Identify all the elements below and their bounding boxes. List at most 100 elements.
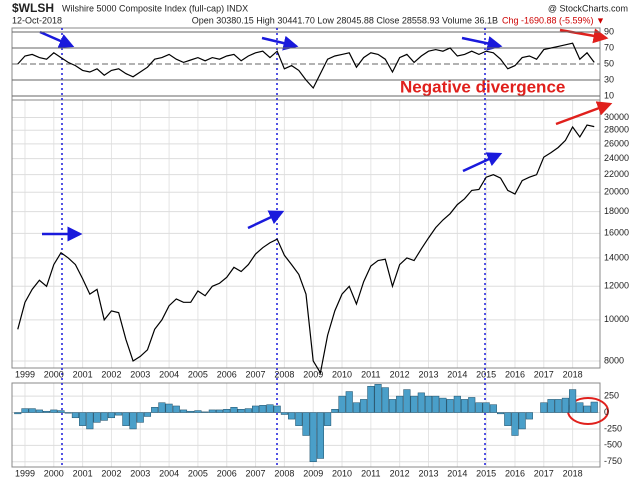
bar bbox=[324, 412, 332, 426]
bar bbox=[547, 399, 555, 413]
bar bbox=[215, 409, 224, 413]
x-tick-label: 2011 bbox=[361, 468, 380, 478]
bar bbox=[295, 412, 303, 426]
y-tick-label: 250 bbox=[604, 391, 619, 401]
bar bbox=[345, 391, 353, 413]
bar bbox=[583, 405, 591, 413]
bar bbox=[136, 412, 144, 423]
bar bbox=[43, 410, 51, 413]
x-tick-label: 2002 bbox=[101, 369, 121, 379]
x-tick-label: 2016 bbox=[505, 369, 525, 379]
price-panel bbox=[11, 99, 601, 369]
bar bbox=[187, 410, 195, 413]
y-tick-label: 12000 bbox=[604, 281, 629, 291]
bar bbox=[223, 409, 231, 413]
bar bbox=[35, 409, 43, 413]
y-tick-label: -500 bbox=[604, 440, 622, 450]
bar bbox=[244, 408, 252, 413]
x-tick-label: 2004 bbox=[159, 468, 179, 478]
y-tick-label: 16000 bbox=[604, 228, 629, 238]
y-tick-label: 20000 bbox=[604, 187, 629, 197]
y-tick-label: 14000 bbox=[604, 252, 629, 262]
x-tick-label: 2014 bbox=[447, 468, 467, 478]
y-tick-label: 18000 bbox=[604, 206, 629, 216]
bar bbox=[489, 404, 497, 413]
x-tick-label: 2016 bbox=[505, 468, 525, 478]
bar bbox=[569, 389, 577, 413]
x-tick-label: 1999 bbox=[15, 468, 35, 478]
bar bbox=[497, 412, 505, 415]
bar bbox=[403, 389, 411, 413]
bar bbox=[381, 387, 389, 413]
bar bbox=[446, 399, 454, 413]
bar bbox=[288, 412, 296, 420]
arrows bbox=[39, 28, 613, 242]
bar bbox=[21, 408, 29, 413]
x-tick-label: 2008 bbox=[274, 468, 294, 478]
bar bbox=[460, 399, 469, 413]
date: 12-Oct-2018 bbox=[12, 15, 62, 25]
quote: Open 30380.15 High 30441.70 Low 28045.88… bbox=[192, 15, 498, 25]
bar bbox=[280, 412, 288, 415]
bar bbox=[374, 384, 382, 413]
bar bbox=[468, 397, 476, 413]
bar bbox=[504, 412, 512, 426]
bar bbox=[273, 405, 281, 413]
x-tick-label: 2009 bbox=[303, 468, 323, 478]
x-tick-label: 2013 bbox=[418, 468, 438, 478]
bar bbox=[482, 402, 490, 413]
bar bbox=[338, 395, 346, 413]
y-tick-label: 90 bbox=[604, 26, 614, 36]
bar bbox=[511, 412, 519, 436]
bar bbox=[14, 412, 22, 415]
y-tick-label: -250 bbox=[604, 423, 622, 433]
x-tick-label: 2000 bbox=[44, 468, 64, 478]
y-tick-label: 26000 bbox=[604, 138, 629, 148]
x-tick-label: 2015 bbox=[476, 468, 496, 478]
x-tick-label: 2010 bbox=[332, 369, 352, 379]
y-tick-label: 0 bbox=[604, 407, 609, 417]
bar bbox=[360, 399, 368, 413]
x-tick-label: 1999 bbox=[15, 369, 35, 379]
bar bbox=[439, 397, 447, 413]
change: Chg -1690.88 (-5.59%) ▼ bbox=[502, 15, 605, 25]
bar bbox=[28, 408, 36, 413]
bar bbox=[554, 399, 562, 413]
x-tick-label: 2000 bbox=[44, 369, 64, 379]
bar bbox=[230, 407, 238, 413]
line bbox=[17, 124, 595, 375]
bar bbox=[172, 405, 180, 413]
bar bbox=[316, 412, 324, 459]
bar bbox=[79, 412, 87, 426]
bar bbox=[201, 411, 209, 413]
x-tick-label: 2015 bbox=[476, 369, 496, 379]
x-tick-label: 2010 bbox=[332, 468, 352, 478]
bar bbox=[143, 412, 152, 417]
y-tick-label: 70 bbox=[604, 42, 614, 52]
histogram-panel bbox=[11, 382, 601, 468]
bar bbox=[165, 403, 173, 413]
y-tick-label: 24000 bbox=[604, 153, 629, 163]
bar bbox=[302, 412, 310, 436]
bar bbox=[71, 412, 79, 419]
x-tick-label: 2002 bbox=[101, 468, 121, 478]
bar bbox=[309, 412, 317, 462]
bar bbox=[107, 412, 115, 419]
y-tick-label: 10 bbox=[604, 90, 614, 100]
bar bbox=[367, 386, 375, 413]
bar bbox=[396, 395, 404, 413]
bar bbox=[561, 397, 569, 413]
bar bbox=[237, 409, 245, 413]
x-tick-label: 2014 bbox=[447, 369, 467, 379]
bar bbox=[432, 395, 440, 413]
bar bbox=[518, 412, 526, 430]
bar bbox=[259, 405, 267, 413]
y-tick-label: 10000 bbox=[604, 314, 629, 324]
bar bbox=[453, 395, 461, 413]
x-tick-label: 2018 bbox=[563, 468, 583, 478]
bar bbox=[93, 412, 101, 423]
x-tick-label: 2009 bbox=[303, 369, 323, 379]
bar bbox=[64, 412, 72, 414]
y-tick-label: 30000 bbox=[604, 112, 629, 122]
bar bbox=[100, 412, 108, 421]
